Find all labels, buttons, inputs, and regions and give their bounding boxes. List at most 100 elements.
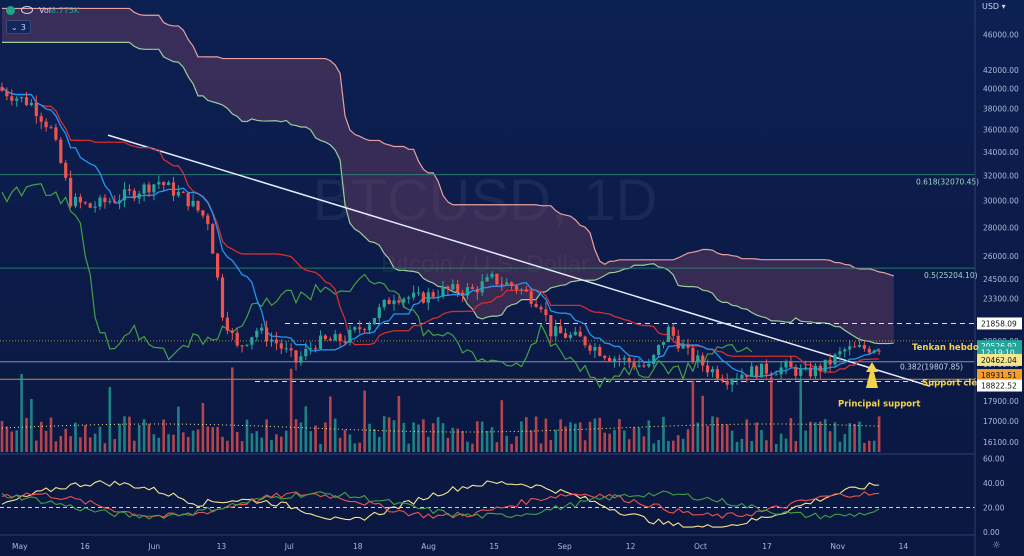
volume-bar	[240, 441, 244, 452]
volume-bar	[182, 432, 185, 452]
candle-body	[24, 97, 29, 106]
price-tick-label: 38000.00	[983, 105, 1019, 114]
candle-body	[779, 367, 783, 375]
volume-bar	[39, 421, 43, 452]
volume-bar	[235, 431, 239, 452]
chevron-down-icon: ⌄	[11, 22, 18, 32]
candle-body	[627, 358, 631, 363]
candle-body	[671, 326, 675, 336]
candle-body	[505, 282, 509, 285]
candle-body	[441, 286, 445, 297]
dropdown-icon: ▾	[1001, 2, 1006, 11]
candle-body	[725, 380, 729, 385]
candle-body	[544, 309, 548, 316]
candle-body	[314, 348, 318, 350]
currency-label: USD	[982, 2, 1000, 11]
volume-bar	[583, 440, 587, 452]
volume-bar	[750, 440, 753, 452]
candle-body	[358, 327, 362, 330]
osc-tick-label: 40.00	[983, 479, 1005, 488]
volume-bar	[525, 417, 528, 452]
candle-body	[612, 358, 617, 362]
candle-body	[44, 121, 48, 128]
candle-body	[122, 189, 127, 201]
candle-body	[598, 346, 602, 356]
volume-bar	[740, 438, 744, 452]
volume-bar	[613, 429, 616, 452]
volume-bar	[858, 421, 861, 452]
candle-body	[735, 378, 739, 380]
candle-body	[804, 367, 808, 369]
volume-bar	[368, 423, 371, 452]
candle-body	[191, 200, 195, 207]
candle-body	[29, 102, 33, 106]
candle-body	[563, 333, 568, 338]
candle-body	[652, 354, 656, 365]
candle-body	[691, 347, 695, 362]
indicators-toggle-button[interactable]: ⌄ 3	[6, 20, 31, 34]
candle-body	[568, 334, 572, 338]
candle-body	[784, 361, 788, 368]
price-tick-label: 34000.00	[983, 148, 1019, 157]
volume-bar	[93, 433, 97, 452]
candle-body	[833, 354, 837, 365]
volume-bar	[725, 424, 729, 452]
volume-bar	[446, 437, 450, 452]
candle-body	[524, 289, 528, 292]
volume-bar	[324, 422, 327, 452]
currency-selector[interactable]: USD ▾	[982, 2, 1006, 11]
price-tag-label: 20462.04	[981, 356, 1017, 365]
volume-bar	[427, 436, 430, 452]
volume-bar	[422, 419, 425, 452]
candle-body	[857, 344, 862, 347]
volume-bar	[133, 440, 136, 452]
volume-bar	[299, 422, 303, 452]
candle-body	[617, 358, 621, 360]
volume-bar	[539, 443, 543, 452]
volume-bar	[598, 417, 602, 452]
candle-body	[216, 253, 220, 278]
candle-body	[750, 366, 754, 377]
candle-body	[240, 345, 244, 347]
candle-body	[608, 358, 612, 362]
candle-body	[255, 330, 259, 338]
candle-body	[573, 331, 577, 335]
time-tick-label: 15	[489, 542, 499, 551]
candle-body	[407, 297, 411, 299]
candle-body	[98, 197, 102, 207]
eye-icon[interactable]	[21, 6, 33, 14]
volume-bar	[64, 428, 67, 452]
candle-body	[446, 286, 450, 290]
volume-bar	[167, 434, 170, 452]
volume-bar	[745, 419, 749, 452]
volume-bar	[716, 417, 719, 452]
volume-bar	[564, 426, 567, 452]
candle-body	[769, 373, 773, 375]
volume-bar	[872, 440, 876, 452]
volume-bar	[10, 431, 14, 452]
candle-body	[49, 127, 53, 129]
candle-body	[436, 296, 440, 298]
candle-body	[171, 182, 176, 196]
volume-bar	[348, 434, 352, 452]
volume-bar	[809, 421, 812, 452]
volume-bar	[353, 443, 357, 452]
volume-bar	[280, 436, 283, 452]
minus-di-line	[1, 491, 880, 519]
kijun-sen-line	[1, 86, 880, 373]
volume-bar	[289, 368, 293, 452]
volume-bar	[103, 443, 107, 452]
candle-body	[578, 331, 582, 337]
candle-body	[338, 334, 342, 342]
volume-bar	[226, 440, 229, 452]
settings-gear-icon[interactable]: ☼	[992, 540, 1001, 551]
volume-bar	[623, 430, 626, 452]
osc-tick-label: 0.00	[983, 528, 1000, 537]
volume-bar	[79, 437, 82, 452]
volume-bar	[569, 422, 572, 452]
volume-bar	[221, 436, 224, 452]
time-tick-label: Jun	[147, 542, 160, 551]
candle-body	[235, 332, 239, 346]
candle-body	[808, 367, 813, 377]
